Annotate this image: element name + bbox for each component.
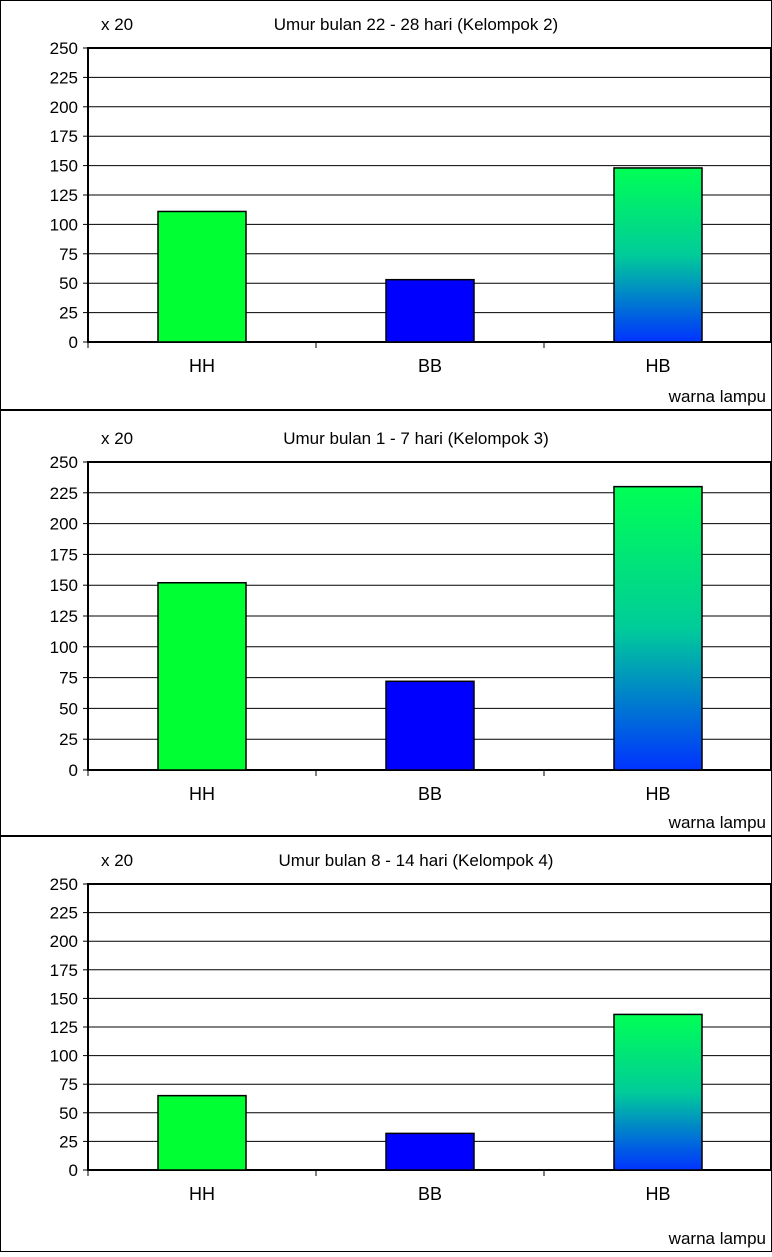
bar-hb: [613, 1013, 703, 1171]
bar-bb: [385, 680, 475, 771]
chart-title: Umur bulan 8 - 14 hari (Kelompok 4): [279, 851, 554, 870]
chart-title: Umur bulan 22 - 28 hari (Kelompok 2): [274, 15, 558, 34]
chart-panel-2: 0 25 50 75 100 125 150 175 200 225 250 HH BB HB x 20 Um…: [0, 410, 772, 836]
bar-hh: [157, 581, 247, 771]
y-axis-label: x 20: [101, 429, 133, 448]
y-tick-label: 150: [50, 157, 78, 176]
y-tick-label: 225: [50, 68, 78, 87]
bar-chart-3: 0 25 50 75 100 125 150 175 200 225 250 HH BB HB x 20 Um…: [0, 836, 772, 1252]
y-tick-label: 25: [59, 730, 78, 749]
y-tick-label: 150: [50, 576, 78, 595]
y-tick-label: 125: [50, 1018, 78, 1037]
y-tick-label: 0: [69, 1161, 78, 1180]
y-tick-label: 50: [59, 699, 78, 718]
x-tick-label: HB: [645, 356, 670, 376]
y-tick-label: 250: [50, 39, 78, 58]
x-tick-label: BB: [418, 1184, 442, 1204]
y-tick-label: 125: [50, 607, 78, 626]
y-tick-label: 200: [50, 515, 78, 534]
y-tick-label: 225: [50, 484, 78, 503]
bar-bb: [385, 1132, 475, 1171]
y-tick-label: 75: [59, 669, 78, 688]
y-tick-label: 50: [59, 274, 78, 293]
y-tick-label: 200: [50, 98, 78, 117]
chart-panel-1: 0 25 50 75 100 125 150 175 200 225 250 HH BB HB x 20 Um…: [0, 0, 772, 410]
x-tick-label: HB: [645, 1184, 670, 1204]
bar-hb: [613, 167, 703, 343]
y-tick-label: 150: [50, 989, 78, 1008]
y-tick-label: 100: [50, 638, 78, 657]
y-axis-label: x 20: [101, 15, 133, 34]
y-tick-label: 75: [59, 245, 78, 264]
bar-chart-2: 0 25 50 75 100 125 150 175 200 225 250 HH BB HB x 20 Um…: [0, 410, 772, 836]
chart-panel-3: 0 25 50 75 100 125 150 175 200 225 250 HH BB HB x 20 Um…: [0, 836, 772, 1252]
x-axis-label: warna lampu: [668, 1229, 766, 1248]
y-tick-label: 225: [50, 904, 78, 923]
y-axis-label: x 20: [101, 851, 133, 870]
y-tick-label: 100: [50, 1047, 78, 1066]
bar-hh: [157, 1094, 247, 1171]
x-axis-label: warna lampu: [668, 813, 766, 832]
y-tick-label: 175: [50, 961, 78, 980]
y-tick-label: 175: [50, 545, 78, 564]
y-tick-label: 50: [59, 1104, 78, 1123]
x-axis-label: warna lampu: [668, 387, 766, 406]
y-tick-label: 250: [50, 875, 78, 894]
bar-hh: [157, 210, 247, 343]
y-tick-label: 125: [50, 186, 78, 205]
y-tick-label: 250: [50, 453, 78, 472]
y-tick-label: 0: [69, 333, 78, 352]
y-tick-label: 75: [59, 1075, 78, 1094]
x-tick-label: BB: [418, 356, 442, 376]
x-tick-label: HH: [189, 1184, 215, 1204]
y-tick-label: 25: [59, 1132, 78, 1151]
bar-bb: [385, 278, 475, 343]
y-tick-label: 200: [50, 932, 78, 951]
bar-chart-1: 0 25 50 75 100 125 150 175 200 225 250 HH BB HB x 20 Um…: [0, 0, 772, 410]
y-tick-label: 175: [50, 127, 78, 146]
bar-hb: [613, 485, 703, 771]
x-tick-label: BB: [418, 784, 442, 804]
y-tick-label: 0: [69, 761, 78, 780]
x-tick-label: HH: [189, 784, 215, 804]
x-tick-label: HB: [645, 784, 670, 804]
x-tick-label: HH: [189, 356, 215, 376]
y-tick-label: 25: [59, 304, 78, 323]
y-tick-label: 100: [50, 215, 78, 234]
chart-title: Umur bulan 1 - 7 hari (Kelompok 3): [283, 429, 549, 448]
